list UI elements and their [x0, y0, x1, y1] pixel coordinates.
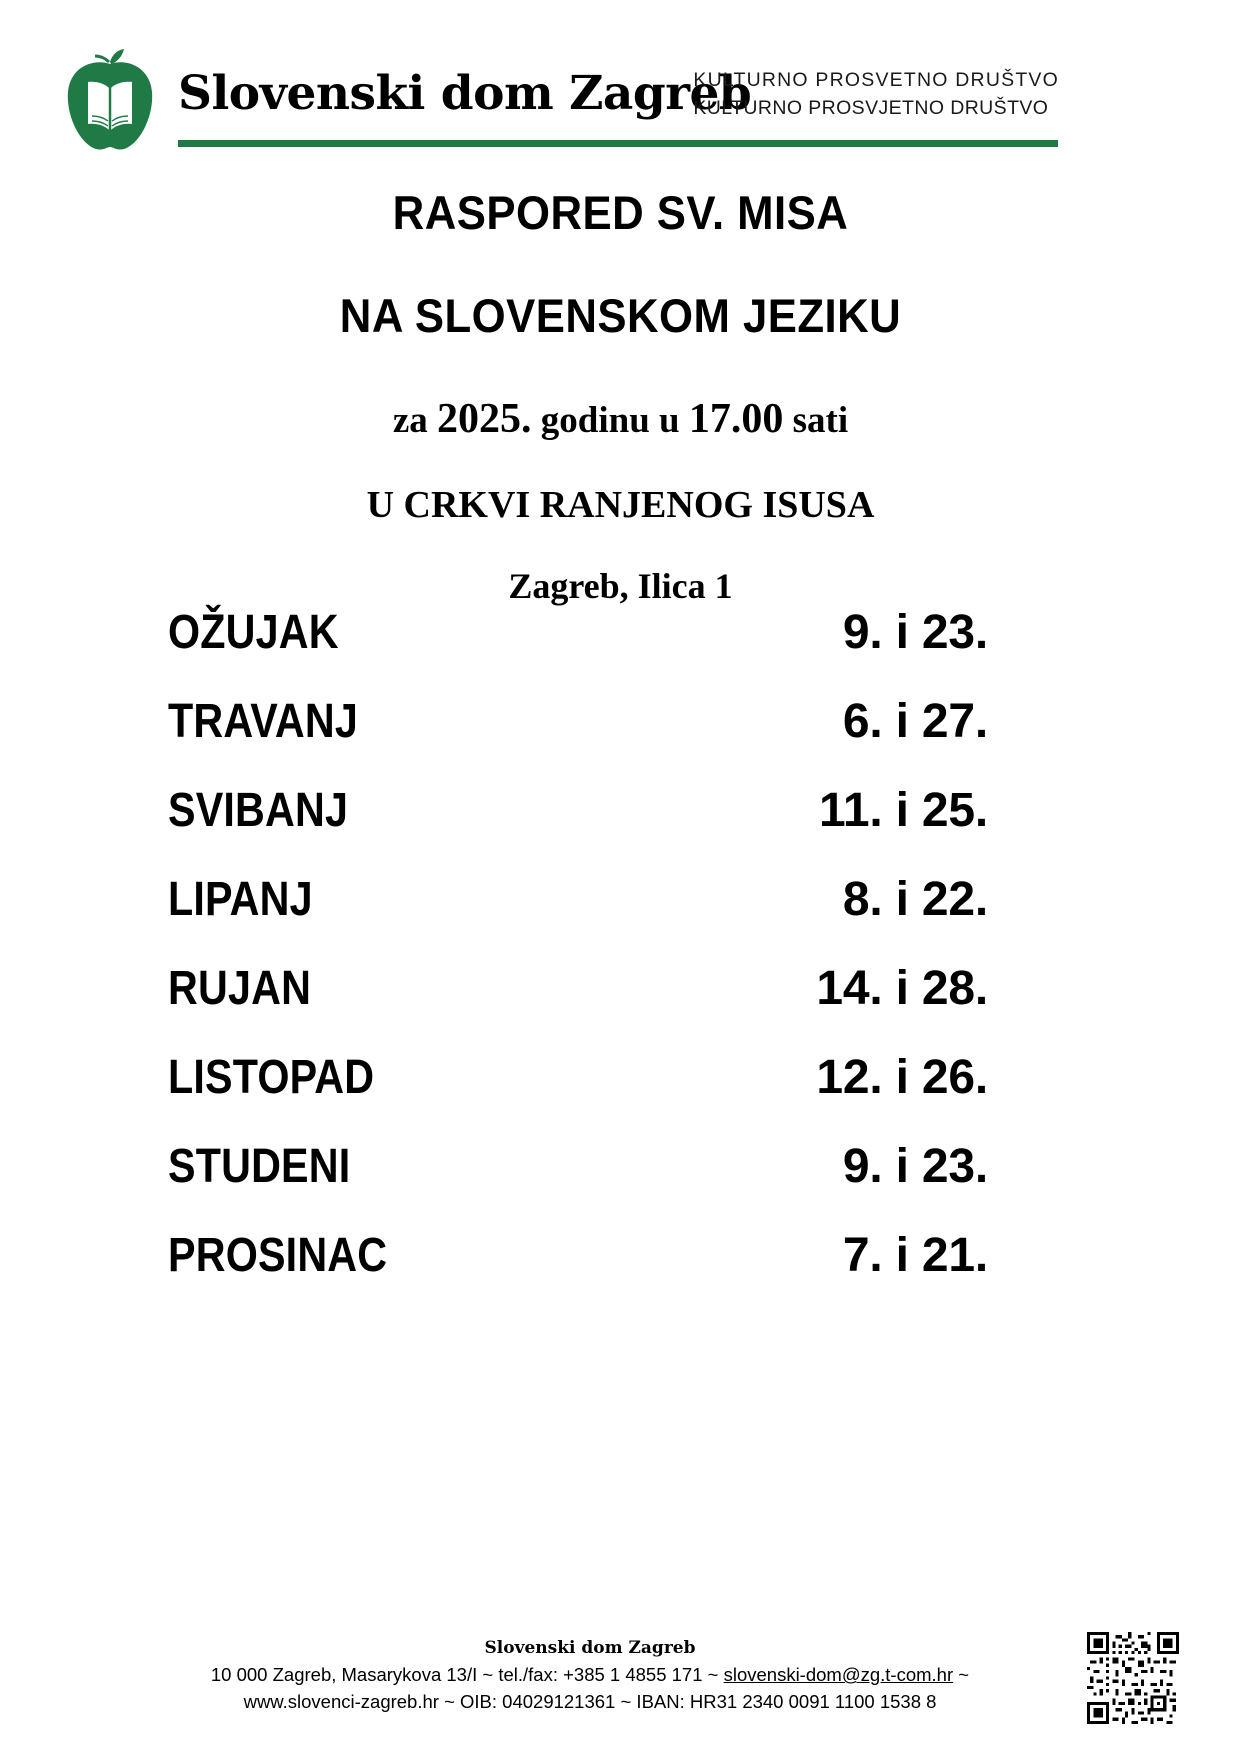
month-label: TRAVANJ	[168, 695, 359, 748]
organization-name-slovenian: KULTURNO PROSVETNO DRUŠTVO	[693, 69, 1059, 91]
dates-value: 9. i 23.	[842, 606, 988, 659]
month-label: OŽUJAK	[168, 606, 339, 659]
dates-value: 8. i 22.	[842, 873, 988, 926]
schedule-row: LIPANJ 8. i 22.	[168, 872, 988, 961]
month-label: RUJAN	[168, 962, 312, 1015]
title-block: RASPORED SV. MISA NA SLOVENSKOM JEZIKU z…	[0, 185, 1241, 607]
church-name: U CRKVI RANJENOG ISUSA	[366, 484, 875, 526]
schedule-row: SVIBANJ 11. i 25.	[168, 783, 988, 872]
dates-value: 6. i 27.	[842, 695, 988, 748]
month-label: LIPANJ	[168, 873, 313, 926]
footer-contact-line-1: 10 000 Zagreb, Masarykova 13/I ~ tel./fa…	[160, 1662, 1020, 1689]
page-footer: Slovenski dom Zagreb 10 000 Zagreb, Masa…	[0, 1638, 1241, 1716]
year-value: 2025.	[437, 396, 532, 442]
month-label: LISTOPAD	[168, 1051, 375, 1104]
month-label: SVIBANJ	[168, 784, 349, 837]
header-divider-rule	[178, 140, 1058, 147]
dates-value: 14. i 28.	[816, 962, 988, 1015]
year-mid: godinu u	[531, 400, 689, 441]
schedule-row: PROSINAC 7. i 21.	[168, 1228, 988, 1317]
month-label: PROSINAC	[168, 1229, 388, 1282]
footer-contact-line-2: www.slovenci-zagreb.hr ~ OIB: 0402912136…	[243, 1691, 937, 1713]
schedule-row: TRAVANJ 6. i 27.	[168, 694, 988, 783]
footer-address-text: 10 000 Zagreb, Masarykova 13/I ~ tel./fa…	[210, 1664, 724, 1686]
year-and-time-line: za 2025. godinu u 17.00 sati	[0, 395, 1241, 443]
footer-email-link[interactable]: slovenski-dom@zg.t-com.hr	[723, 1664, 954, 1686]
dates-value: 7. i 21.	[842, 1229, 988, 1282]
footer-organization-name: Slovenski dom Zagreb	[484, 1638, 696, 1659]
year-prefix: za	[392, 400, 438, 441]
month-label: STUDENI	[168, 1140, 351, 1193]
dates-value: 12. i 26.	[816, 1051, 988, 1104]
footer-line1-suffix: ~	[953, 1664, 970, 1686]
mass-schedule-list: OŽUJAK 9. i 23. TRAVANJ 6. i 27. SVIBANJ…	[168, 605, 988, 1317]
schedule-row: LISTOPAD 12. i 26.	[168, 1050, 988, 1139]
dates-value: 9. i 23.	[842, 1140, 988, 1193]
apple-with-open-book-icon	[62, 48, 158, 152]
schedule-row: RUJAN 14. i 28.	[168, 961, 988, 1050]
brand-wordmark: Slovenski dom Zagreb	[178, 66, 752, 121]
time-value: 17.00	[688, 396, 784, 442]
schedule-row: OŽUJAK 9. i 23.	[168, 605, 988, 694]
page-title: RASPORED SV. MISA	[392, 186, 849, 239]
qr-code-icon[interactable]	[1087, 1632, 1179, 1724]
schedule-row: STUDENI 9. i 23.	[168, 1139, 988, 1228]
dates-value: 11. i 25.	[818, 784, 988, 837]
page-header: Slovenski dom Zagreb KULTURNO PROSVETNO …	[0, 0, 1241, 160]
page-subtitle: NA SLOVENSKOM JEZIKU	[339, 289, 902, 342]
church-address: Zagreb, Ilica 1	[508, 566, 733, 606]
organization-subtitle: KULTURNO PROSVETNO DRUŠTVO KULTURNO PROS…	[693, 66, 1059, 123]
year-suffix: sati	[783, 400, 849, 441]
organization-name-croatian: KULTURNO PROSVJETNO DRUŠTVO	[693, 97, 1049, 120]
